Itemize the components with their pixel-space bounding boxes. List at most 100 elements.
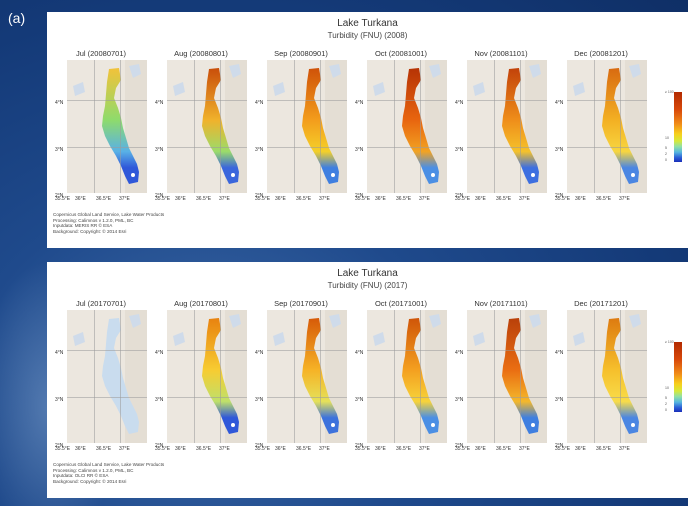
latitude-label: 3°N <box>555 397 564 403</box>
colorbar-tick: 10 <box>665 386 669 390</box>
lake-map <box>467 60 547 193</box>
latitude-label: 2°N <box>255 193 264 199</box>
longitude-label: 35.5°E <box>155 446 171 452</box>
latitude-label: 2°N <box>455 193 464 199</box>
graticule-line <box>367 350 447 351</box>
latitude-label: 3°N <box>355 147 364 153</box>
longitude-label: 36°E <box>575 446 586 452</box>
latitude-label: 2°N <box>255 443 264 449</box>
lake-map <box>367 310 447 443</box>
longitude-label: 36.5°E <box>96 196 112 202</box>
graticule-line <box>320 60 321 193</box>
latitude-label: 2°N <box>355 443 364 449</box>
panel-subtitle: Turbidity (FNU) (2017) <box>327 281 408 290</box>
graticule-line <box>620 60 621 193</box>
month-label: Aug (20170801) <box>174 299 228 308</box>
latitude-label: 2°N <box>55 443 64 449</box>
longitude-label: 35.5°E <box>555 196 571 202</box>
turbidity-colorbar <box>674 342 682 412</box>
graticule-line <box>594 60 595 193</box>
colorbar-tick: 5 <box>665 396 667 400</box>
lake-turbidity-map <box>473 60 547 193</box>
longitude-label: 35.5°E <box>355 446 371 452</box>
latitude-label: 4°N <box>355 350 364 356</box>
latitude-label: 3°N <box>255 397 264 403</box>
longitude-label: 37°E <box>519 196 530 202</box>
graticule-line <box>467 350 547 351</box>
lake-turbidity-map <box>473 310 547 443</box>
longitude-label: 35.5°E <box>55 446 71 452</box>
lake-map <box>67 310 147 443</box>
month-label: Jul (20170701) <box>75 299 127 308</box>
latitude-label: 4°N <box>155 100 164 106</box>
month-label: Nov (20081101) <box>474 49 528 58</box>
turbidity-panel-2008: Lake Turkana Turbidity (FNU) (2008) ≥ 10… <box>47 12 688 248</box>
graticule-line <box>194 60 195 193</box>
credit-line: Inputdata: MERIS RR © ESA <box>53 223 113 229</box>
latitude-label: 3°N <box>155 147 164 153</box>
colorbar-tick: 2 <box>665 152 667 156</box>
latitude-label: 4°N <box>255 100 264 106</box>
longitude-label: 37°E <box>219 196 230 202</box>
longitude-label: 36°E <box>475 196 486 202</box>
longitude-label: 36.5°E <box>96 446 112 452</box>
colorbar-tick: 10 <box>665 136 669 140</box>
graticule-line <box>520 310 521 443</box>
longitude-label: 35.5°E <box>455 446 471 452</box>
credit-line: Background: Copyright: © 2014 Esri <box>53 228 127 234</box>
longitude-label: 36°E <box>375 196 386 202</box>
month-label: Sep (20170901) <box>274 299 328 308</box>
graticule-line <box>467 147 547 148</box>
longitude-label: 37°E <box>619 446 630 452</box>
lake-turbidity-map <box>73 60 147 193</box>
lake-turbidity-map <box>173 310 247 443</box>
longitude-label: 35.5°E <box>255 446 271 452</box>
latitude-label: 2°N <box>555 193 564 199</box>
colorbar-tick: 0 <box>665 158 667 162</box>
panel-title: Lake Turkana <box>337 268 398 279</box>
latitude-label: 3°N <box>155 397 164 403</box>
graticule-line <box>294 310 295 443</box>
month-label: Dec (20081201) <box>574 49 628 58</box>
latitude-label: 4°N <box>55 350 64 356</box>
longitude-label: 35.5°E <box>155 196 171 202</box>
longitude-label: 35.5°E <box>55 196 71 202</box>
graticule-line <box>520 60 521 193</box>
graticule-line <box>67 397 147 398</box>
latitude-label: 4°N <box>555 350 564 356</box>
credit-line: Copernicus Global Land Service, Lake Wat… <box>53 462 165 467</box>
graticule-line <box>594 310 595 443</box>
lake-turbidity-map <box>273 60 347 193</box>
graticule-line <box>367 147 447 148</box>
graticule-line <box>367 397 447 398</box>
credit-line: Processing: Calimnos v 1.2.0, PML, BC <box>53 217 134 223</box>
longitude-label: 36.5°E <box>196 446 212 452</box>
lake-map <box>467 310 547 443</box>
longitude-label: 37°E <box>119 446 130 452</box>
graticule-line <box>120 60 121 193</box>
graticule-line <box>567 100 647 101</box>
graticule-line <box>220 60 221 193</box>
month-label: Dec (20171201) <box>574 299 628 308</box>
longitude-label: 36°E <box>75 446 86 452</box>
lake-map <box>167 60 247 193</box>
latitude-label: 2°N <box>355 193 364 199</box>
graticule-line <box>94 310 95 443</box>
graticule-line <box>194 310 195 443</box>
latitude-label: 3°N <box>455 397 464 403</box>
graticule-line <box>167 350 247 351</box>
longitude-label: 37°E <box>219 446 230 452</box>
colorbar-tick: ≥ 100 <box>665 90 674 94</box>
graticule-line <box>167 397 247 398</box>
longitude-label: 36.5°E <box>396 446 412 452</box>
graticule-line <box>420 60 421 193</box>
longitude-label: 36.5°E <box>196 196 212 202</box>
graticule-line <box>567 350 647 351</box>
longitude-label: 36°E <box>275 196 286 202</box>
graticule-line <box>467 100 547 101</box>
latitude-label: 2°N <box>155 193 164 199</box>
lake-map <box>267 60 347 193</box>
credit-line: Copernicus Global Land Service, Lake Wat… <box>53 212 165 217</box>
longitude-label: 36.5°E <box>396 196 412 202</box>
colorbar-tick: ≥ 100 <box>665 340 674 344</box>
